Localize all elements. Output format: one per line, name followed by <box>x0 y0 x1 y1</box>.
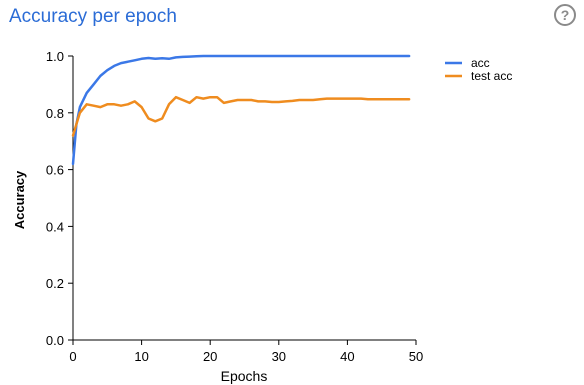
legend-label: test acc <box>471 69 512 83</box>
series-line-acc <box>71 54 411 166</box>
x-tick-label: 10 <box>134 349 148 364</box>
chart-series-layer <box>71 54 411 166</box>
chart-title: Accuracy per epoch <box>9 6 177 27</box>
x-tick-label: 40 <box>340 349 354 364</box>
x-tick-label: 20 <box>203 349 217 364</box>
y-axis-label: Accuracy <box>12 170 27 229</box>
y-tick-label: 0.4 <box>46 219 64 234</box>
x-tick-label: 50 <box>409 349 423 364</box>
series-line-test-acc <box>71 95 411 137</box>
x-tick-label: 0 <box>69 349 76 364</box>
legend-label: acc <box>471 56 490 70</box>
y-tick-label: 0.0 <box>46 333 64 348</box>
y-tick-label: 0.2 <box>46 276 64 291</box>
y-tick-label: 1.0 <box>46 49 64 64</box>
x-tick-label: 30 <box>272 349 286 364</box>
y-tick-label: 0.6 <box>46 163 64 178</box>
y-tick-label: 0.8 <box>46 106 64 121</box>
x-axis-label: Epochs <box>221 368 268 384</box>
help-icon[interactable]: ? <box>554 4 576 26</box>
chart-axes: 0.0 0.2 0.4 0.6 0.8 1.0 0 10 20 30 40 50 <box>46 49 423 364</box>
